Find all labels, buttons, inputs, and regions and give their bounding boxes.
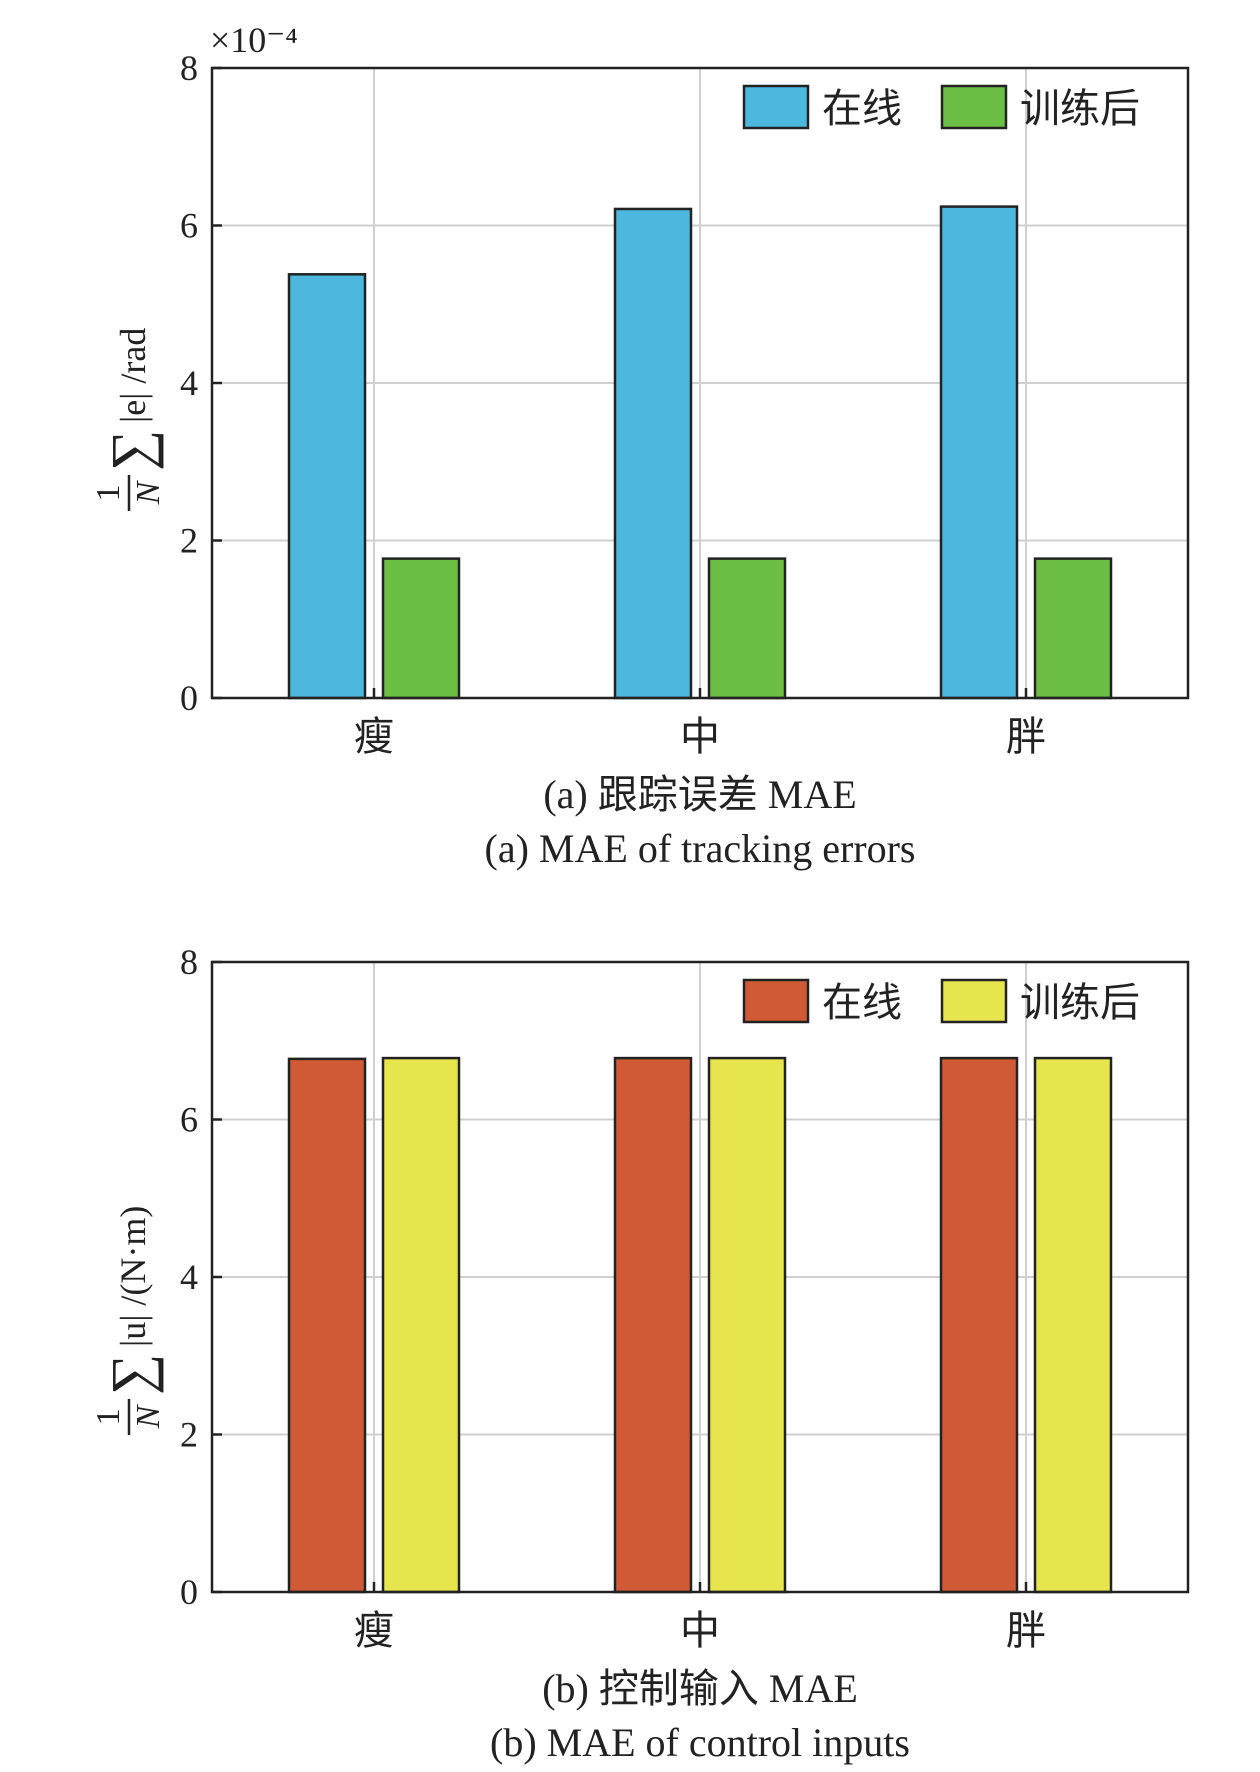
y-tick-label-b: 0 [180,1572,198,1612]
y-tick-label-b: 2 [180,1415,198,1455]
y-tick-label-a: 2 [180,521,198,561]
ylabel-sum-a: ∑ [99,430,164,471]
y-tick-label-a: 8 [180,48,198,88]
ylabel-frac-num-b: 1 [90,1409,127,1426]
bar-a-s0-c0 [287,273,367,700]
bars-b [287,1056,1113,1594]
bar-b-s1-c0 [381,1056,461,1594]
chart-b: 0 2 4 6 8 瘦 中 胖 1 N ∑ |u| /(N·m) 在线 训练后 (b) 控制… [90,942,1190,1765]
x-category-label-b: 瘦 [354,1608,394,1653]
x-category-label-b: 中 [680,1608,720,1653]
ylabel-frac-den-a: N [130,479,167,505]
y-multiplier-a: ×10⁻⁴ [210,20,298,60]
y-ticks-b: 0 2 4 6 8 [180,942,222,1612]
caption-cn-a: (a) 跟踪误差 MAE [543,772,856,817]
bar-a-s0-c1 [613,207,693,700]
chart-a: 0 2 4 6 8 瘦 中 胖 ×10⁻⁴ 1 N ∑ |e| /rad 在线 训练后 (a… [90,20,1190,871]
ylabel-frac-num-a: 1 [90,485,127,502]
y-tick-label-b: 4 [180,1257,198,1297]
legend-swatch-trained-a [940,84,1008,130]
bar-a-s1-c0 [381,557,461,700]
caption-cn-b: (b) 控制输入 MAE [542,1666,858,1711]
bar-a-s0-c2 [939,205,1019,700]
ylabel-expr-a: |e| /rad [113,328,153,423]
caption-en-a: (a) MAE of tracking errors [485,826,916,871]
legend-swatch-online-a [742,84,810,130]
legend-label-trained-a: 训练后 [1020,86,1140,131]
legend-label-online-a: 在线 [822,86,902,131]
ylabel-expr-b: |u| /(N·m) [113,1206,153,1347]
bar-b-s1-c1 [707,1056,787,1594]
x-category-label-a: 瘦 [354,714,394,759]
y-tick-label-a: 0 [180,678,198,718]
bars-a [287,205,1113,700]
ylabel-sum-b: ∑ [99,1354,164,1395]
y-tick-label-a: 4 [180,363,198,403]
y-tick-label-b: 6 [180,1100,198,1140]
bar-b-s1-c2 [1033,1056,1113,1594]
x-categories-b: 瘦中胖 [354,1582,1046,1653]
x-category-label-b: 胖 [1006,1608,1046,1653]
bar-b-s0-c0 [287,1057,367,1594]
y-tick-label-a: 6 [180,206,198,246]
bar-a-s1-c2 [1033,557,1113,700]
caption-en-b: (b) MAE of control inputs [490,1720,910,1765]
y-axis-label-b: 1 N ∑ |u| /(N·m) [90,1206,167,1435]
legend-b: 在线 训练后 [742,978,1140,1025]
bar-b-s0-c1 [613,1056,693,1594]
bar-b-s0-c2 [939,1056,1019,1594]
legend-swatch-online-b [742,978,810,1024]
y-tick-label-b: 8 [180,942,198,982]
x-categories-a: 瘦中胖 [354,688,1046,759]
x-category-label-a: 中 [680,714,720,759]
y-axis-label-a: 1 N ∑ |e| /rad [90,328,167,511]
legend-label-online-b: 在线 [822,980,902,1025]
legend-a: 在线 训练后 [742,84,1140,131]
y-ticks-a: 0 2 4 6 8 [180,48,222,718]
legend-swatch-trained-b [940,978,1008,1024]
x-category-label-a: 胖 [1006,714,1046,759]
legend-label-trained-b: 训练后 [1020,980,1140,1025]
bar-a-s1-c1 [707,557,787,700]
ylabel-frac-den-b: N [130,1403,167,1429]
